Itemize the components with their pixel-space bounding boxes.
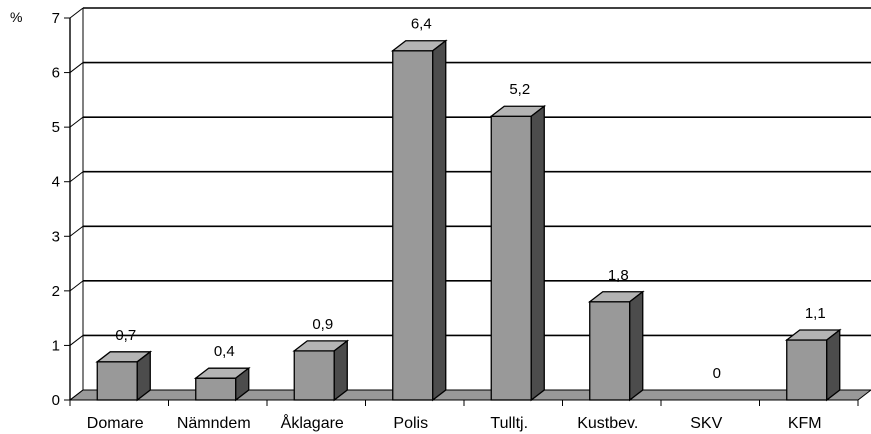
grid-depth-line: [69, 225, 84, 237]
x-category-label: Tulltj.: [490, 415, 528, 432]
chart-floor: [68, 389, 871, 401]
bar--klagare: [293, 350, 335, 401]
data-label: 6,4: [411, 16, 432, 33]
grid-depth-line: [69, 62, 84, 73]
x-category-label: KFM: [788, 415, 822, 432]
data-label: 0: [713, 365, 721, 382]
bar-side-face: [235, 366, 250, 402]
bar-side-face: [629, 290, 644, 402]
y-tick-label: 7: [52, 10, 60, 27]
x-category-label: Nämndem: [177, 415, 251, 432]
bar-side-face: [432, 39, 447, 402]
grid-depth-line: [69, 280, 84, 292]
plot-area: 0 1 2 3 4 5 6 7 0,7 Domare 0,4 Nämndem 0,9 Åklagare 6,…: [52, 7, 871, 432]
x-category-label: Domare: [87, 415, 144, 432]
data-label: 0,7: [115, 327, 136, 344]
data-label: 0,4: [214, 343, 235, 360]
y-tick-label: 5: [52, 119, 60, 136]
grid-depth-line: [69, 171, 84, 183]
bar-n-mndem: [195, 377, 237, 401]
y-tick-label: 1: [52, 337, 60, 354]
x-category-label: Åklagare: [281, 413, 344, 432]
x-category-label: Polis: [393, 415, 428, 432]
grid-depth-line: [69, 7, 84, 19]
grid-depth-line: [69, 335, 84, 346]
bar-kfm: [786, 339, 828, 401]
grid-depth-line: [69, 116, 84, 128]
bar-side-face: [333, 339, 348, 402]
data-label: 1,1: [805, 305, 826, 322]
y-tick-label: 4: [52, 174, 60, 191]
grid-depth-line: [69, 389, 84, 401]
x-category-label: SKV: [690, 415, 722, 432]
bar-domare: [96, 361, 138, 401]
bar-tulltj-: [490, 115, 532, 401]
y-unit-label: %: [10, 9, 22, 25]
bar-side-face: [530, 104, 545, 402]
y-tick-label: 2: [52, 283, 60, 300]
bar-side-face: [826, 328, 841, 402]
data-label: 5,2: [509, 81, 530, 98]
bar-kustbev-: [589, 301, 631, 401]
data-label: 1,8: [608, 267, 629, 284]
x-category-label: Kustbev.: [577, 415, 638, 432]
y-tick-label: 6: [52, 65, 60, 82]
bar-polis: [392, 50, 434, 401]
y-tick-label: 0: [52, 392, 60, 409]
y-tick-label: 3: [52, 228, 60, 245]
bar-side-face: [136, 350, 151, 402]
data-label: 0,9: [312, 316, 333, 333]
